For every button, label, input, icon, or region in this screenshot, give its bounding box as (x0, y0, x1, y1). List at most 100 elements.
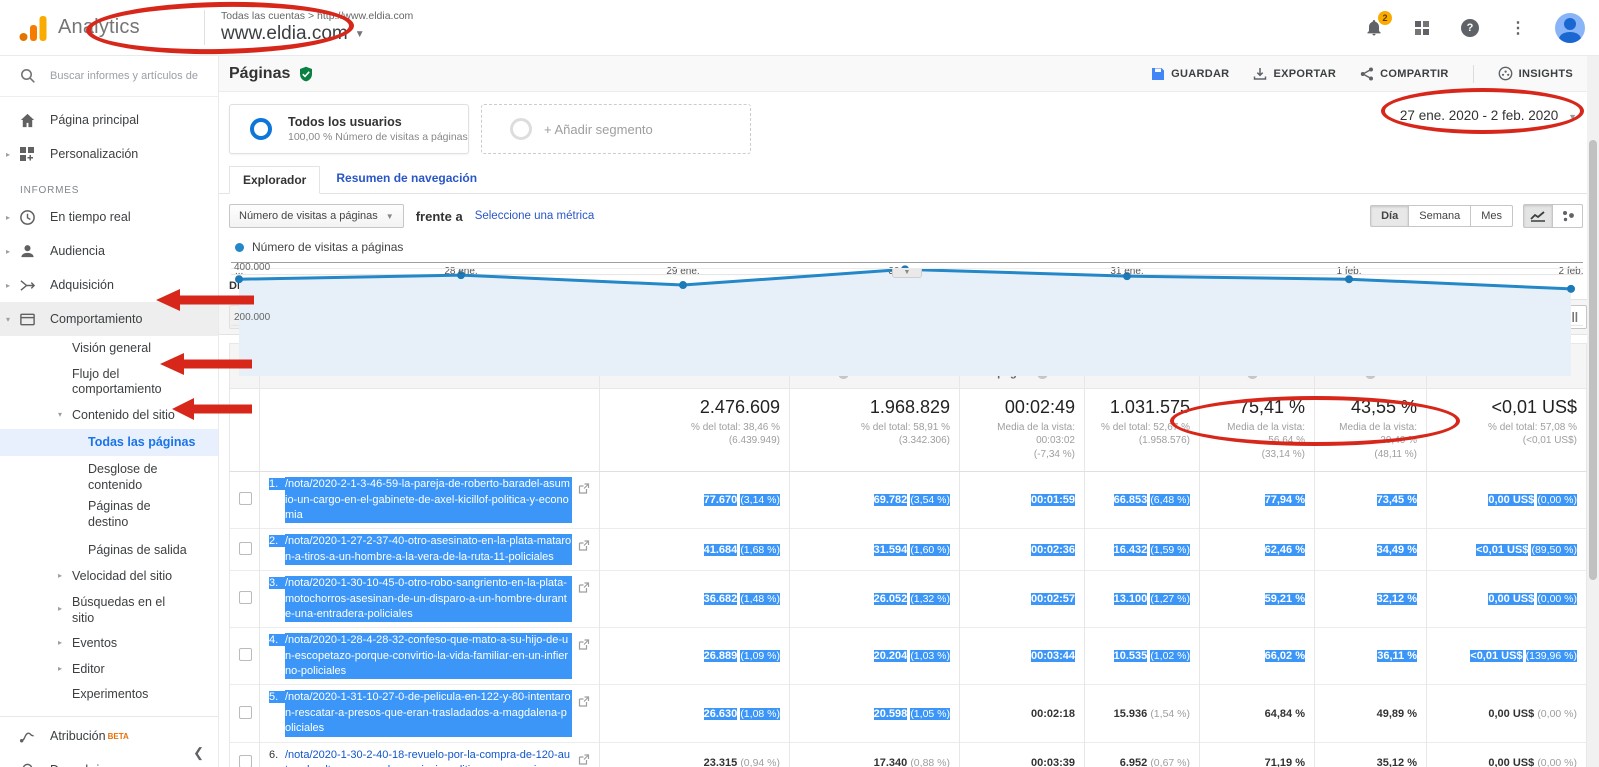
insights-button[interactable]: INSIGHTS (1498, 66, 1573, 81)
search-input[interactable] (50, 70, 200, 82)
row-checkbox[interactable] (239, 591, 252, 605)
granularity-day-button[interactable]: Día (1370, 205, 1410, 227)
save-button[interactable]: GUARDAR (1151, 67, 1229, 81)
granularity-week-button[interactable]: Semana (1409, 205, 1472, 227)
sidebar-item-site-content[interactable]: ▾ Contenido del sitio (58, 407, 175, 422)
account-switcher[interactable]: Todas las cuentas > http://www.eldia.com… (204, 10, 413, 45)
metric-cell: 73,45 % (1314, 471, 1427, 529)
more-menu-icon[interactable]: ⋮ (1510, 19, 1526, 37)
sidebar-item-all-pages[interactable]: Todas las páginas (0, 428, 218, 457)
external-link-icon[interactable] (578, 483, 590, 494)
metric-cell: 0,00 US$ (0,00 %) (1426, 741, 1587, 767)
vertical-scrollbar[interactable] (1587, 56, 1599, 767)
sidebar-item-editor[interactable]: ▸ Editor (58, 661, 105, 676)
sidebar-item-behavior-flow[interactable]: Flujo del comportamiento (72, 366, 162, 397)
line-chart-icon[interactable] (1523, 204, 1553, 228)
granularity-month-button[interactable]: Mes (1471, 205, 1513, 227)
metric-dropdown[interactable]: Número de visitas a páginas ▼ (229, 204, 404, 228)
external-link-icon[interactable] (578, 639, 590, 650)
sidebar-item-experiments[interactable]: Experimentos (72, 687, 149, 702)
breadcrumb: Todas las cuentas > http://www.eldia.com (221, 10, 414, 22)
sidebar-collapse-icon[interactable]: ❮ (193, 745, 204, 760)
sidebar-item-site-speed[interactable]: ▸ Velocidad del sitio (58, 569, 173, 584)
sidebar-search[interactable] (0, 56, 218, 97)
page-url-link[interactable]: /nota/2020-1-30-2-40-18-revuelo-por-la-c… (285, 748, 570, 767)
row-checkbox[interactable] (239, 705, 252, 719)
metric-cell: 17.340 (0,88 %) (789, 741, 960, 767)
page-url-link[interactable]: /nota/2020-2-1-3-46-59-la-pareja-de-robe… (285, 477, 572, 524)
metric-cell: 34,49 % (1314, 528, 1427, 571)
summary-unique-pageviews: 1.968.829 % del total: 58,91 % (3.342.306… (789, 388, 960, 473)
sidebar-item-attribution[interactable]: Atribución BETA (0, 719, 218, 753)
external-link-icon[interactable] (578, 582, 590, 593)
metric-cell: 31.594 (1,60 %) (789, 528, 960, 571)
x-axis-tick: ... (235, 266, 244, 277)
motion-chart-icon[interactable] (1553, 204, 1583, 228)
sidebar-item-events[interactable]: ▸ Eventos (58, 636, 118, 651)
sidebar-item-label: Atribución (50, 729, 106, 743)
row-checkbox[interactable] (239, 755, 252, 767)
page-url-link[interactable]: /nota/2020-1-30-10-45-0-otro-robo-sangri… (285, 576, 572, 623)
add-segment-button[interactable]: + Añadir segmento (481, 104, 751, 154)
page-url-link[interactable]: /nota/2020-1-28-4-28-32-confeso-que-mato… (285, 633, 572, 680)
page-cell: 1./nota/2020-2-1-3-46-59-la-pareja-de-ro… (259, 471, 600, 529)
sidebar-item-acquisition[interactable]: ▸ Adquisición (6, 278, 114, 292)
sidebar-item-audience[interactable]: ▸ Audiencia (6, 244, 105, 258)
metric-cell: 32,12 % (1314, 570, 1427, 628)
metric-cell: 36,11 % (1314, 627, 1427, 685)
tab-explorer[interactable]: Explorador (229, 166, 321, 194)
logo-area[interactable]: Analytics (18, 13, 198, 43)
sidebar-item-overview[interactable]: Visión general (72, 341, 151, 355)
tab-navigation-summary[interactable]: Resumen de navegación (336, 171, 478, 185)
granularity-toggle: Día Semana Mes (1370, 205, 1513, 227)
export-button[interactable]: EXPORTAR (1253, 67, 1336, 81)
metric-cell: 00:02:57 (959, 570, 1085, 628)
select-metric-link[interactable]: Seleccione una métrica (474, 210, 595, 222)
sidebar-item-content-drilldown[interactable]: Desglose de contenido (88, 462, 158, 492)
date-range-selector[interactable]: 27 ene. 2020 - 2 feb. 2020 ▼ (1400, 108, 1577, 123)
metric-cell: 35,12 % (1314, 741, 1427, 767)
sidebar-item-landing-pages[interactable]: Páginas de destino (88, 499, 151, 529)
sidebar-item-behavior[interactable]: ▾ Comportamiento (0, 302, 218, 336)
x-axis-tick: 2 feb. (1558, 266, 1584, 277)
page-url-link[interactable]: /nota/2020-1-31-10-27-0-de-pelicula-en-1… (285, 690, 572, 737)
chevron-down-icon: ▼ (385, 211, 394, 221)
scrollbar-thumb[interactable] (1589, 140, 1597, 580)
sidebar-item-home[interactable]: Página principal (0, 103, 218, 137)
avatar[interactable] (1555, 12, 1585, 43)
help-icon[interactable]: ? (1459, 17, 1481, 39)
home-icon (18, 111, 36, 129)
traffic-chart[interactable]: 200.000 400.000 (231, 262, 1583, 376)
summary-pageviews: 2.476.609 % del total: 38,46 % (6.439.949… (599, 388, 790, 473)
report-header: Páginas GUARDAR EXPORTAR COMPARTIR (219, 56, 1599, 92)
share-button[interactable]: COMPARTIR (1360, 67, 1449, 81)
share-icon (1360, 67, 1374, 80)
sidebar-item-realtime[interactable]: ▸ En tiempo real (6, 209, 131, 225)
sidebar-item-discover[interactable]: Descubrir (0, 753, 218, 767)
chevron-down-icon: ▼ (354, 28, 365, 40)
segment-radio-icon[interactable] (250, 118, 272, 140)
sidebar-item-label: En tiempo real (50, 210, 131, 224)
sidebar-item-site-search[interactable]: ▸ Búsquedas en el sitio (58, 594, 166, 625)
row-checkbox[interactable] (239, 492, 252, 506)
external-link-icon[interactable] (578, 754, 590, 765)
row-checkbox-cell (229, 471, 260, 529)
beta-badge: BETA (107, 731, 129, 741)
product-name: Analytics (58, 16, 140, 38)
scrubber-handle-icon[interactable]: ▼ (892, 269, 922, 278)
notifications-bell-icon[interactable]: 2 (1363, 10, 1392, 39)
sidebar-item-customization[interactable]: ▸ Personalización (6, 147, 139, 161)
chevron-down-icon: ▼ (1568, 112, 1577, 122)
x-axis-tick: 1 feb. (1336, 266, 1362, 277)
segment-all-users[interactable]: Todos los usuarios 100,00 % Número de vi… (229, 104, 469, 154)
sidebar-item-exit-pages[interactable]: Páginas de salida (88, 542, 187, 557)
y-axis-tick: 400.000 (234, 261, 271, 273)
chevron-down-icon: ▾ (58, 409, 63, 419)
row-checkbox[interactable] (239, 648, 252, 662)
external-link-icon[interactable] (578, 540, 590, 551)
row-checkbox[interactable] (239, 541, 252, 555)
metric-cell: 00:03:39 (959, 741, 1085, 767)
external-link-icon[interactable] (578, 696, 590, 708)
page-url-link[interactable]: /nota/2020-1-27-2-37-40-otro-asesinato-e… (285, 534, 572, 566)
apps-grid-icon[interactable] (1411, 17, 1433, 39)
